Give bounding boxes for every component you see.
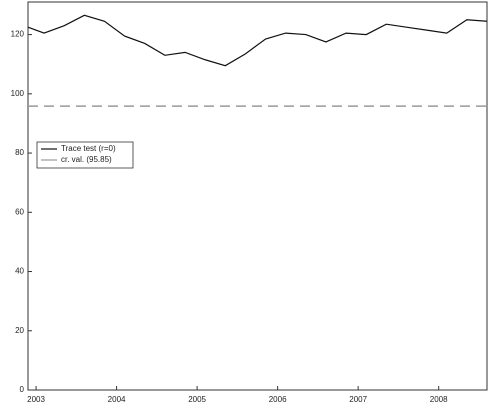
y-tick-label: 40 <box>15 267 24 276</box>
x-tick-label: 2006 <box>269 395 287 404</box>
y-tick-label: 80 <box>15 148 24 157</box>
x-tick-label: 2005 <box>188 395 206 404</box>
x-tick-label: 2007 <box>349 395 367 404</box>
y-tick-label: 60 <box>15 207 24 216</box>
series-line <box>27 14 488 67</box>
x-tick-label: 2004 <box>108 395 126 404</box>
legend-label: Trace test (r=0) <box>61 144 116 153</box>
x-tick-label: 2008 <box>430 395 448 404</box>
legend-label: cr. val. (95.85) <box>61 155 112 164</box>
legend-box <box>36 141 134 169</box>
y-tick-label: 120 <box>11 30 25 39</box>
y-tick-label: 20 <box>15 326 24 335</box>
y-tick-label: 0 <box>20 385 25 394</box>
x-tick-label: 2003 <box>27 395 45 404</box>
y-tick-label: 100 <box>11 89 25 98</box>
plot-frame <box>27 1 488 391</box>
